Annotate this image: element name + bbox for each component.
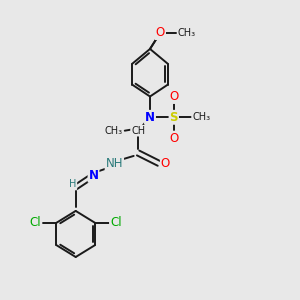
Text: Cl: Cl xyxy=(110,216,122,229)
Text: N: N xyxy=(88,169,98,182)
Text: NH: NH xyxy=(106,157,123,170)
Text: N: N xyxy=(145,111,155,124)
Text: S: S xyxy=(169,111,178,124)
Text: O: O xyxy=(156,26,165,39)
Text: CH₃: CH₃ xyxy=(192,112,210,122)
Text: Cl: Cl xyxy=(30,216,41,229)
Text: H: H xyxy=(69,179,76,189)
Text: O: O xyxy=(169,90,178,103)
Text: O: O xyxy=(169,132,178,145)
Text: O: O xyxy=(156,26,165,39)
Text: CH₃: CH₃ xyxy=(178,28,196,38)
Text: CH: CH xyxy=(131,126,145,136)
Text: CH₃: CH₃ xyxy=(104,126,122,136)
Text: O: O xyxy=(161,157,170,170)
